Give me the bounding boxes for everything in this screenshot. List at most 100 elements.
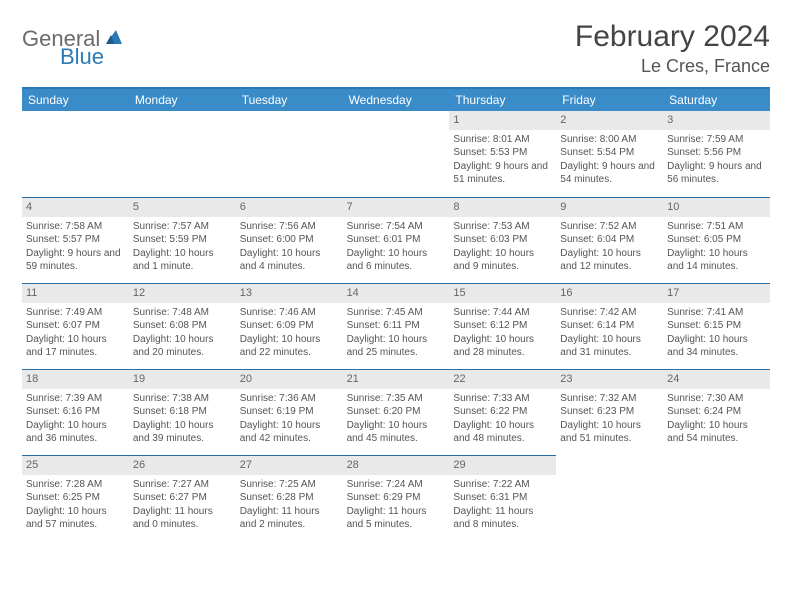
daylight-line: Daylight: 10 hours and 42 minutes. xyxy=(240,419,339,446)
sunset-line: Sunset: 6:04 PM xyxy=(560,233,659,247)
day-cell: 15Sunrise: 7:44 AMSunset: 6:12 PMDayligh… xyxy=(449,283,556,369)
day-number: 24 xyxy=(663,370,770,389)
sunset-line: Sunset: 6:00 PM xyxy=(240,233,339,247)
sunset-line: Sunset: 6:08 PM xyxy=(133,319,232,333)
sunset-line: Sunset: 6:03 PM xyxy=(453,233,552,247)
daylight-line: Daylight: 10 hours and 34 minutes. xyxy=(667,333,766,360)
empty-cell xyxy=(129,111,236,197)
day-cell: 1Sunrise: 8:01 AMSunset: 5:53 PMDaylight… xyxy=(449,111,556,197)
day-number: 12 xyxy=(129,284,236,303)
sunset-line: Sunset: 6:11 PM xyxy=(347,319,446,333)
sunrise-line: Sunrise: 7:45 AM xyxy=(347,306,446,320)
day-number: 29 xyxy=(449,456,556,475)
sunset-line: Sunset: 6:09 PM xyxy=(240,319,339,333)
day-cell: 13Sunrise: 7:46 AMSunset: 6:09 PMDayligh… xyxy=(236,283,343,369)
daylight-line: Daylight: 10 hours and 54 minutes. xyxy=(667,419,766,446)
daylight-line: Daylight: 10 hours and 45 minutes. xyxy=(347,419,446,446)
sunset-line: Sunset: 6:20 PM xyxy=(347,405,446,419)
sunset-line: Sunset: 5:59 PM xyxy=(133,233,232,247)
day-cell: 2Sunrise: 8:00 AMSunset: 5:54 PMDaylight… xyxy=(556,111,663,197)
sunrise-line: Sunrise: 7:57 AM xyxy=(133,220,232,234)
daylight-line: Daylight: 9 hours and 56 minutes. xyxy=(667,160,766,187)
daylight-line: Daylight: 10 hours and 22 minutes. xyxy=(240,333,339,360)
daylight-line: Daylight: 10 hours and 51 minutes. xyxy=(560,419,659,446)
day-number: 5 xyxy=(129,198,236,217)
day-cell: 4Sunrise: 7:58 AMSunset: 5:57 PMDaylight… xyxy=(22,197,129,283)
daylight-line: Daylight: 10 hours and 57 minutes. xyxy=(26,505,125,532)
sunset-line: Sunset: 6:14 PM xyxy=(560,319,659,333)
sunset-line: Sunset: 5:56 PM xyxy=(667,146,766,160)
daylight-line: Daylight: 10 hours and 31 minutes. xyxy=(560,333,659,360)
day-cell: 21Sunrise: 7:35 AMSunset: 6:20 PMDayligh… xyxy=(343,369,450,455)
day-cell: 6Sunrise: 7:56 AMSunset: 6:00 PMDaylight… xyxy=(236,197,343,283)
daylight-line: Daylight: 9 hours and 54 minutes. xyxy=(560,160,659,187)
daylight-line: Daylight: 10 hours and 39 minutes. xyxy=(133,419,232,446)
daylight-line: Daylight: 10 hours and 25 minutes. xyxy=(347,333,446,360)
sunset-line: Sunset: 5:53 PM xyxy=(453,146,552,160)
sunrise-line: Sunrise: 8:01 AM xyxy=(453,133,552,147)
sunrise-line: Sunrise: 7:56 AM xyxy=(240,220,339,234)
day-cell: 5 Sunrise: 7:57 AMSunset: 5:59 PMDaylight… xyxy=(129,197,236,283)
day-cell: 24Sunrise: 7:30 AMSunset: 6:24 PMDayligh… xyxy=(663,369,770,455)
empty-cell xyxy=(236,111,343,197)
day-number: 25 xyxy=(22,456,129,475)
sunrise-line: Sunrise: 7:25 AM xyxy=(240,478,339,492)
title-block: February 2024 Le Cres, France xyxy=(575,20,770,77)
day-number: 6 xyxy=(236,198,343,217)
day-cell: 18Sunrise: 7:39 AMSunset: 6:16 PMDayligh… xyxy=(22,369,129,455)
day-cell: 28Sunrise: 7:24 AMSunset: 6:29 PMDayligh… xyxy=(343,455,450,541)
day-number: 16 xyxy=(556,284,663,303)
sunrise-line: Sunrise: 7:49 AM xyxy=(26,306,125,320)
weekday-header: Friday xyxy=(556,89,663,111)
sunrise-line: Sunrise: 8:00 AM xyxy=(560,133,659,147)
sunset-line: Sunset: 6:29 PM xyxy=(347,491,446,505)
sunrise-line: Sunrise: 7:28 AM xyxy=(26,478,125,492)
sunrise-line: Sunrise: 7:54 AM xyxy=(347,220,446,234)
daylight-line: Daylight: 11 hours and 8 minutes. xyxy=(453,505,552,532)
sunrise-line: Sunrise: 7:22 AM xyxy=(453,478,552,492)
sunrise-line: Sunrise: 7:33 AM xyxy=(453,392,552,406)
sunrise-line: Sunrise: 7:59 AM xyxy=(667,133,766,147)
day-cell: 7Sunrise: 7:54 AMSunset: 6:01 PMDaylight… xyxy=(343,197,450,283)
day-number: 23 xyxy=(556,370,663,389)
brand-sail-icon xyxy=(104,28,124,51)
sunset-line: Sunset: 6:05 PM xyxy=(667,233,766,247)
day-number: 1 xyxy=(449,111,556,130)
daylight-line: Daylight: 11 hours and 5 minutes. xyxy=(347,505,446,532)
sunset-line: Sunset: 6:15 PM xyxy=(667,319,766,333)
day-number: 9 xyxy=(556,198,663,217)
sunrise-line: Sunrise: 7:58 AM xyxy=(26,220,125,234)
day-cell: 22Sunrise: 7:33 AMSunset: 6:22 PMDayligh… xyxy=(449,369,556,455)
sunset-line: Sunset: 6:18 PM xyxy=(133,405,232,419)
calendar-grid: SundayMondayTuesdayWednesdayThursdayFrid… xyxy=(22,87,770,541)
sunset-line: Sunset: 6:19 PM xyxy=(240,405,339,419)
brand-logo-row2: Blue xyxy=(22,44,104,70)
day-cell: 26Sunrise: 7:27 AMSunset: 6:27 PMDayligh… xyxy=(129,455,236,541)
daylight-line: Daylight: 10 hours and 17 minutes. xyxy=(26,333,125,360)
month-title: February 2024 xyxy=(575,20,770,54)
day-number: 21 xyxy=(343,370,450,389)
daylight-line: Daylight: 10 hours and 1 minute. xyxy=(133,247,232,274)
day-cell: 9Sunrise: 7:52 AMSunset: 6:04 PMDaylight… xyxy=(556,197,663,283)
day-cell: 17 Sunrise: 7:41 AMSunset: 6:15 PMDayligh… xyxy=(663,283,770,369)
day-cell: 3 Sunrise: 7:59 AMSunset: 5:56 PMDaylight… xyxy=(663,111,770,197)
daylight-line: Daylight: 9 hours and 59 minutes. xyxy=(26,247,125,274)
sunrise-line: Sunrise: 7:36 AM xyxy=(240,392,339,406)
day-number: 18 xyxy=(22,370,129,389)
sunrise-line: Sunrise: 7:48 AM xyxy=(133,306,232,320)
sunset-line: Sunset: 6:25 PM xyxy=(26,491,125,505)
header: General February 2024 Le Cres, France xyxy=(22,20,770,77)
daylight-line: Daylight: 10 hours and 36 minutes. xyxy=(26,419,125,446)
sunrise-line: Sunrise: 7:41 AM xyxy=(667,306,766,320)
day-number: 2 xyxy=(556,111,663,130)
day-number: 3 xyxy=(663,111,770,130)
weekday-header: Tuesday xyxy=(236,89,343,111)
day-cell: 10Sunrise: 7:51 AMSunset: 6:05 PMDayligh… xyxy=(663,197,770,283)
day-number: 17 xyxy=(663,284,770,303)
day-number: 14 xyxy=(343,284,450,303)
calendar-page: General February 2024 Le Cres, France Bl… xyxy=(0,0,792,561)
day-cell: 20Sunrise: 7:36 AMSunset: 6:19 PMDayligh… xyxy=(236,369,343,455)
daylight-line: Daylight: 10 hours and 14 minutes. xyxy=(667,247,766,274)
weekday-header: Sunday xyxy=(22,89,129,111)
weekday-header: Thursday xyxy=(449,89,556,111)
